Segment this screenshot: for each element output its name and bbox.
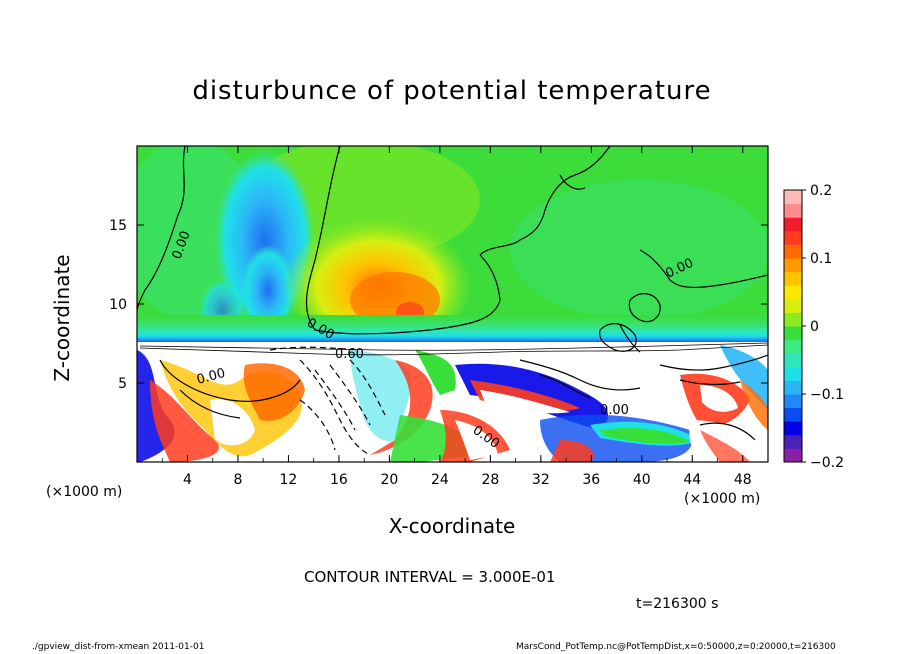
x-unit-label-left: (×1000 m) <box>46 484 123 500</box>
colorbar-swatch <box>784 326 802 341</box>
contour-interval-note: CONTOUR INTERVAL = 3.000E-01 <box>304 568 556 586</box>
colorbar <box>784 190 802 463</box>
colorbar-tick-label: −0.1 <box>810 387 844 403</box>
colorbar-swatch <box>784 190 802 205</box>
y-tick-label: 5 <box>118 376 127 392</box>
colorbar-swatch <box>784 407 802 422</box>
colorbar-tick-label: −0.2 <box>810 455 844 471</box>
x-unit-label-right: (×1000 m) <box>684 491 761 507</box>
colorbar-swatch <box>784 366 802 381</box>
y-tick-label: 15 <box>109 218 127 234</box>
x-tick-label: 28 <box>481 472 499 488</box>
x-tick-label: 44 <box>683 472 701 488</box>
colorbar-swatch <box>784 339 802 354</box>
y-tick-label: 10 <box>109 297 127 313</box>
x-tick-label: 32 <box>532 472 550 488</box>
colorbar-swatch <box>784 312 802 327</box>
x-tick-label: 12 <box>280 472 298 488</box>
footer-script-info: ./gpview_dist-from-xmean 2011-01-01 <box>32 642 205 652</box>
colorbar-swatch <box>784 353 802 368</box>
x-tick-label: 24 <box>431 472 449 488</box>
colorbar-swatch <box>784 217 802 232</box>
x-tick-label: 20 <box>380 472 398 488</box>
x-axis-label: X-coordinate <box>388 514 516 538</box>
x-tick-label: 16 <box>330 472 348 488</box>
x-tick-label: 36 <box>582 472 600 488</box>
contour-label: 0.60 <box>335 347 364 362</box>
colorbar-swatch <box>784 448 802 463</box>
colorbar-swatch <box>784 394 802 409</box>
heatmap-field <box>137 146 768 462</box>
footer-data-source: MarsCond_PotTemp.nc@PotTempDist,x=0:5000… <box>516 642 836 652</box>
colorbar-swatch <box>784 298 802 313</box>
y-axis: 5 10 15 <box>109 218 768 392</box>
colorbar-swatch <box>784 271 802 286</box>
colorbar-swatch <box>784 258 802 273</box>
contour-label: 0.00 <box>195 366 227 388</box>
colorbar-swatch <box>784 230 802 245</box>
contour-label: 0.00 <box>600 403 629 418</box>
colorbar-swatch <box>784 421 802 436</box>
colorbar-tick-label: 0.2 <box>810 183 832 199</box>
colorbar-swatch <box>784 244 802 259</box>
x-tick-label: 8 <box>233 472 242 488</box>
colorbar-swatch <box>784 434 802 449</box>
y-axis-label: Z-coordinate <box>50 254 74 382</box>
x-tick-label: 48 <box>734 472 752 488</box>
x-tick-label: 4 <box>183 472 192 488</box>
time-stamp: t=216300 s <box>636 596 719 612</box>
chart-title: disturbunce of potential temperature <box>192 76 712 106</box>
colorbar-tick-label: 0 <box>810 319 819 335</box>
x-tick-label: 40 <box>633 472 651 488</box>
colorbar-tick-label: 0.1 <box>810 251 832 267</box>
colorbar-swatch <box>784 203 802 218</box>
colorbar-ticks: 0.2 0.1 0 −0.1 −0.2 <box>802 183 844 471</box>
colorbar-swatch <box>784 380 802 395</box>
x-axis: 4 8 12 16 20 24 28 32 36 40 44 48 <box>161 146 752 488</box>
colorbar-swatch <box>784 285 802 300</box>
